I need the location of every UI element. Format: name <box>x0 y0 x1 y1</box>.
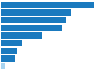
Bar <box>1 48 17 54</box>
Bar <box>1 2 94 8</box>
Bar <box>1 55 15 62</box>
Bar <box>1 40 22 46</box>
Bar <box>1 32 42 39</box>
Bar <box>1 63 5 69</box>
Bar <box>1 17 66 23</box>
Bar <box>1 25 62 31</box>
Bar <box>1 9 71 16</box>
